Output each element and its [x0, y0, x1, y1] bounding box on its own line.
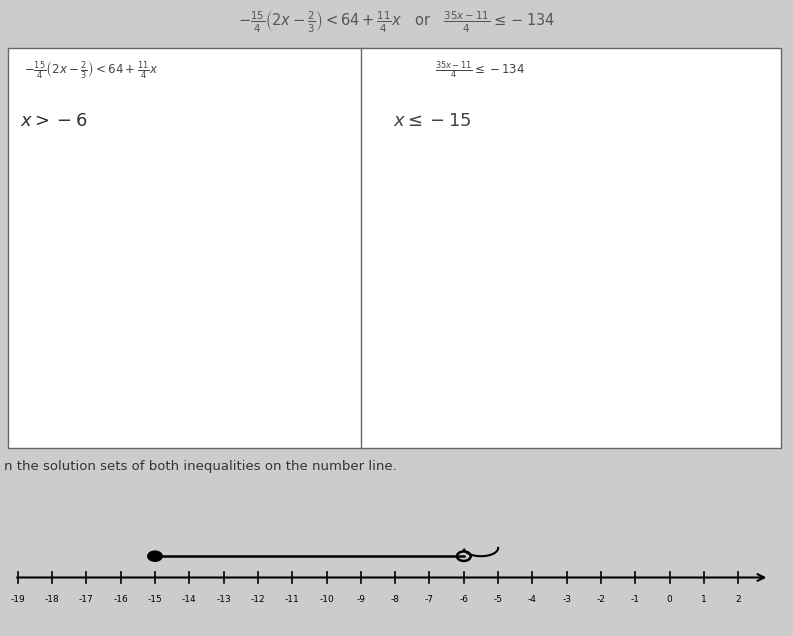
- Text: -2: -2: [596, 595, 606, 604]
- Text: n the solution sets of both inequalities on the number line.: n the solution sets of both inequalities…: [4, 460, 396, 473]
- Text: $-\frac{15}{4}\left(2x-\frac{2}{3}\right)<64+\frac{11}{4}x \quad \mathrm{or} \qu: $-\frac{15}{4}\left(2x-\frac{2}{3}\right…: [238, 10, 555, 35]
- Text: -8: -8: [391, 595, 400, 604]
- Circle shape: [148, 551, 162, 561]
- Text: $\frac{35x-11}{4}\leq -134$: $\frac{35x-11}{4}\leq -134$: [435, 59, 525, 81]
- Text: -6: -6: [459, 595, 469, 604]
- Text: -11: -11: [285, 595, 300, 604]
- Text: -15: -15: [147, 595, 163, 604]
- Text: -13: -13: [216, 595, 231, 604]
- Text: -18: -18: [44, 595, 59, 604]
- Text: -10: -10: [319, 595, 334, 604]
- Text: -12: -12: [251, 595, 265, 604]
- Text: -1: -1: [631, 595, 640, 604]
- Bar: [8, 48, 781, 448]
- Text: 1: 1: [701, 595, 707, 604]
- Text: -3: -3: [562, 595, 571, 604]
- Text: -14: -14: [182, 595, 197, 604]
- Text: 2: 2: [736, 595, 741, 604]
- Text: -17: -17: [79, 595, 94, 604]
- Text: 0: 0: [667, 595, 672, 604]
- Text: -7: -7: [425, 595, 434, 604]
- Text: $-\frac{15}{4}\left(2x-\frac{2}{3}\right)<64+\frac{11}{4}x$: $-\frac{15}{4}\left(2x-\frac{2}{3}\right…: [24, 59, 158, 81]
- Text: $x\leq -15$: $x\leq -15$: [393, 112, 471, 130]
- Text: $x>-6$: $x>-6$: [20, 112, 87, 130]
- Text: -4: -4: [528, 595, 537, 604]
- Text: -16: -16: [113, 595, 128, 604]
- Text: -19: -19: [10, 595, 25, 604]
- Text: -5: -5: [493, 595, 503, 604]
- Text: -9: -9: [356, 595, 366, 604]
